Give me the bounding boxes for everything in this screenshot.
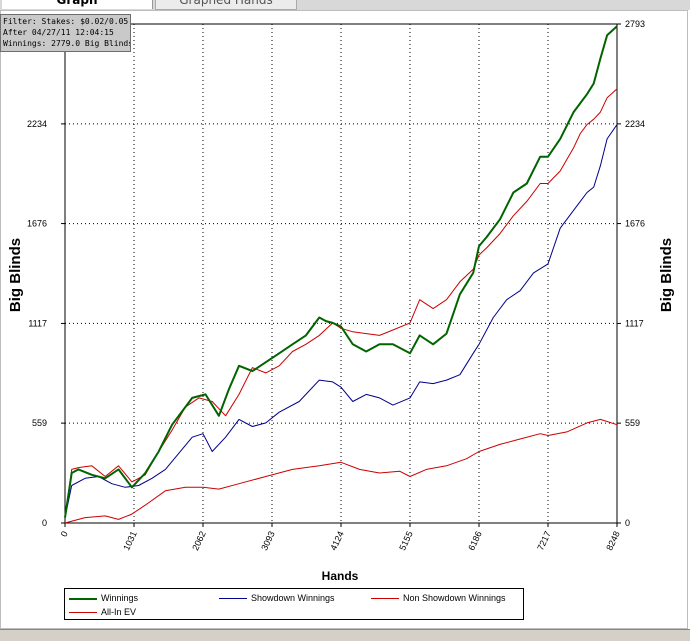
x-tick-label-2: 2062 <box>190 530 208 552</box>
legend-label-all-in-ev: All-In EV <box>101 607 137 617</box>
chart-legend: Winnings Showdown Winnings Non Showdown … <box>64 588 524 620</box>
x-tick-label-4: 4124 <box>328 530 346 552</box>
x-axis-label: Hands <box>322 569 359 583</box>
x-tick-label-8: 8248 <box>604 530 622 552</box>
y-tick-label-right-5: 2793 <box>625 19 645 29</box>
series-lines <box>64 25 618 524</box>
y-tick-label-right-0: 0 <box>625 518 630 528</box>
x-tick-label-6: 6186 <box>466 530 484 552</box>
tab-graphed-hands[interactable]: Graphed Hands <box>155 0 297 10</box>
legend-label-non-showdown-winnings: Non Showdown Winnings <box>403 593 506 603</box>
y-tick-label-left-4: 2234 <box>27 119 47 129</box>
legend-item-all-in-ev: All-In EV <box>69 606 136 618</box>
tab-graph[interactable]: Graph <box>2 0 153 9</box>
y-tick-label-right-4: 2234 <box>625 119 645 129</box>
y-tick-label-left-1: 559 <box>32 418 47 428</box>
y-tick-label-right-2: 1117 <box>625 318 644 328</box>
filter-line-winnings: Winnings: 2779.0 Big Blinds <box>3 39 131 48</box>
y-axis-label-right: Big Blinds <box>658 238 675 312</box>
x-tick-label-3: 3093 <box>259 530 277 552</box>
grid-lines <box>65 24 617 523</box>
legend-swatch-non-showdown-winnings <box>371 598 399 600</box>
chart-frame <box>0 10 688 629</box>
legend-swatch-all-in-ev <box>69 612 97 614</box>
series-line-winnings <box>64 25 618 518</box>
legend-swatch-showdown-winnings <box>219 598 247 600</box>
x-tick-label-7: 7217 <box>535 530 553 552</box>
legend-item-winnings: Winnings <box>69 592 138 604</box>
series-line-non-showdown-winnings <box>64 418 618 524</box>
legend-swatch-winnings <box>69 597 97 600</box>
series-line-showdown-winnings <box>64 124 618 518</box>
y-tick-label-left-2: 1117 <box>28 318 47 328</box>
filter-line-stakes: Filter: Stakes: $0.02/0.05 NL <box>3 17 131 26</box>
legend-label-showdown-winnings: Showdown Winnings <box>251 593 335 603</box>
y-tick-label-left-3: 1676 <box>27 219 47 229</box>
filter-line-date: After 04/27/11 12:04:15 <box>3 28 114 37</box>
y-tick-label-right-3: 1676 <box>625 219 645 229</box>
tab-bar: Graph Graphed Hands <box>0 0 690 10</box>
y-tick-label-left-0: 0 <box>42 518 47 528</box>
legend-item-showdown-winnings: Showdown Winnings <box>219 592 335 604</box>
y-axis-label-left: Big Blinds <box>7 238 24 312</box>
y-axis-right: 0 559 1117 1676 2234 2793 <box>617 19 645 528</box>
filter-info-box: Filter: Stakes: $0.02/0.05 NL After 04/2… <box>0 14 131 52</box>
x-axis: 0 1031 2062 3093 4124 5155 6186 7217 8248 <box>59 523 622 552</box>
x-tick-label-0: 0 <box>59 530 70 539</box>
x-tick-label-1: 1031 <box>121 530 139 552</box>
y-tick-label-right-1: 559 <box>625 418 640 428</box>
window-bottom-bar <box>0 629 690 641</box>
legend-item-non-showdown-winnings: Non Showdown Winnings <box>371 592 506 604</box>
plot-area <box>64 23 618 524</box>
legend-label-winnings: Winnings <box>101 593 139 603</box>
x-tick-label-5: 5155 <box>397 530 415 552</box>
